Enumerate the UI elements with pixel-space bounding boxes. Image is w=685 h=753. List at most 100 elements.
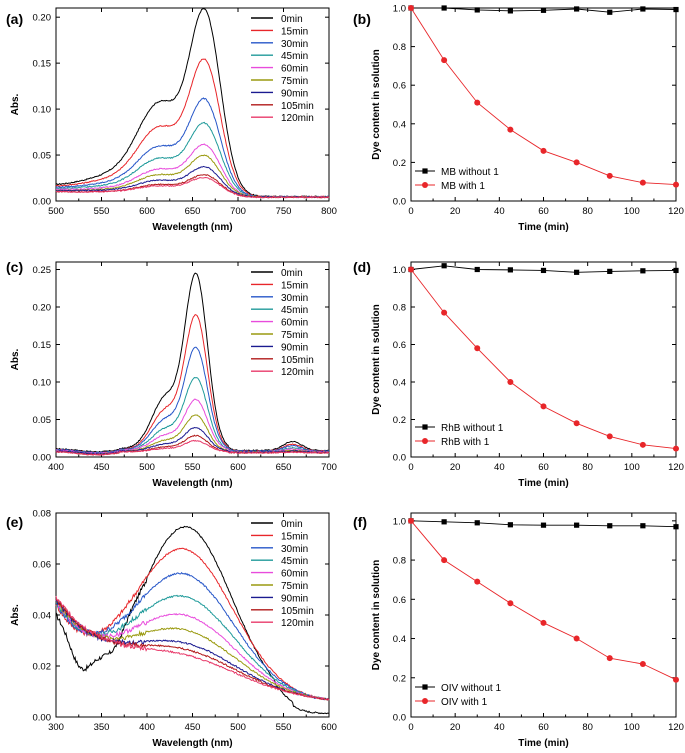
- panel-e-xtick-label: 400: [139, 722, 155, 733]
- panel-a-xtick-label: 500: [48, 206, 64, 217]
- legend-label-e-15min: 15min: [281, 531, 308, 542]
- series-line-b-1: [410, 7, 677, 186]
- panel-c-xtick-label: 700: [321, 462, 337, 473]
- panel-d-ylabel: Dye content in solution: [371, 304, 382, 415]
- data-point-circle-f-4: [540, 619, 547, 626]
- panel-c-xtick-label: 450: [94, 462, 110, 473]
- panel-e-ytick-label: 0.08: [33, 509, 52, 520]
- panel-d-ytick-label: 0.2: [393, 415, 406, 426]
- spectrum-line-e-75min: [55, 601, 330, 701]
- legend-label-c-15min: 15min: [281, 280, 308, 291]
- panel-c-xtick-label: 550: [185, 462, 201, 473]
- panel-b-ytick-label: 1.0: [393, 4, 406, 15]
- panel-f-xtick-label: 80: [582, 722, 593, 733]
- data-point-square-d-5: [574, 269, 580, 275]
- panel-d-xtick-label: 20: [450, 462, 461, 473]
- legend-label-f-1: OIV with 1: [441, 697, 488, 708]
- data-point-square-d-3: [507, 267, 513, 273]
- data-point-circle-d-0: [408, 266, 414, 273]
- panel-e-ytick-label: 0.00: [33, 713, 52, 724]
- panel-d-ytick-label: 0.4: [393, 378, 406, 389]
- panel-b-panel-label: (b): [353, 11, 371, 27]
- panel-c-xtick-label: 500: [139, 462, 155, 473]
- legend-label-e-120min: 120min: [281, 618, 314, 629]
- data-point-square-f-4: [540, 522, 547, 528]
- data-point-circle-b-8: [673, 181, 679, 188]
- panel-f-xlabel: Time (min): [518, 738, 568, 749]
- panel-f-xtick-label: 100: [624, 722, 640, 733]
- panel-a-xtick-label: 550: [94, 206, 110, 217]
- legend-label-e-60min: 60min: [281, 569, 308, 580]
- legend-label-e-0min: 0min: [281, 519, 303, 530]
- panel-b-xtick-label: 20: [450, 206, 461, 217]
- panel-d-xtick-label: 40: [494, 462, 505, 473]
- data-point-circle-f-6: [606, 655, 613, 662]
- legend-marker-f-1: [422, 698, 428, 704]
- legend-label-a-15min: 15min: [281, 26, 308, 37]
- data-point-circle-f-8: [673, 676, 679, 683]
- panel-b-xtick-label: 120: [668, 206, 684, 217]
- data-point-circle-b-2: [474, 99, 481, 106]
- data-point-square-b-8: [673, 6, 679, 13]
- data-point-square-d-2: [474, 266, 480, 273]
- panel-f-xtick-label: 20: [450, 722, 461, 733]
- legend-label-f-0: OIV without 1: [441, 683, 501, 694]
- panel-c-ytick-label: 0.05: [33, 415, 52, 426]
- panel-c-ytick-label: 0.20: [33, 303, 52, 314]
- panel-a-ytick-label: 0.15: [33, 59, 52, 70]
- data-point-square-f-7: [640, 523, 646, 529]
- data-point-circle-f-5: [573, 635, 580, 642]
- data-point-square-d-7: [640, 268, 646, 274]
- panel-c-xlabel: Wavelength (nm): [152, 478, 232, 489]
- panel-e-ylabel: Abs.: [10, 604, 21, 626]
- panel-e: 300 350 400 450 500 550 600 0.00 0.02 0.04 0.06 0.0…: [6, 509, 337, 750]
- panel-c-xtick-label: 600: [230, 462, 246, 473]
- panel-f-xtick-label: 60: [538, 722, 549, 733]
- legend-label-c-60min: 60min: [281, 318, 308, 329]
- data-point-square-b-4: [540, 7, 547, 13]
- legend-label-e-45min: 45min: [281, 556, 308, 567]
- panel-c-ytick-label: 0.10: [33, 378, 52, 389]
- panel-d-xtick-label: 60: [538, 462, 549, 473]
- data-point-circle-d-8: [673, 445, 679, 452]
- data-point-square-f-3: [507, 522, 513, 528]
- panel-a-xtick-label: 650: [185, 206, 201, 217]
- data-point-square-d-6: [607, 268, 613, 274]
- data-point-square-b-5: [574, 6, 580, 12]
- panel-e-xtick-label: 600: [321, 722, 337, 733]
- panel-b-xtick-label: 60: [538, 206, 549, 217]
- data-point-circle-d-7: [639, 441, 646, 448]
- data-point-circle-b-4: [540, 147, 547, 154]
- legend-marker-b-0: [422, 168, 428, 174]
- panel-a-xlabel: Wavelength (nm): [152, 222, 232, 233]
- panel-d-ytick-label: 0.6: [393, 340, 406, 351]
- legend-label-c-30min: 30min: [281, 293, 308, 304]
- panel-a-ytick-label: 0.10: [33, 105, 52, 116]
- panel-b-ytick-label: 0.0: [393, 197, 406, 208]
- legend-label-e-75min: 75min: [281, 581, 308, 592]
- legend-label-a-90min: 90min: [281, 88, 308, 99]
- legend-label-b-1: MB with 1: [441, 181, 485, 192]
- spectrum-line-e-0min: [55, 525, 330, 715]
- legend-label-a-120min: 120min: [281, 113, 314, 124]
- panel-a-xtick-label: 600: [139, 206, 155, 217]
- panel-f-ytick-label: 0.0: [393, 713, 406, 724]
- panel-a-ytick-label: 0.05: [33, 151, 52, 162]
- panel-a: 500 550 600 650 700 750 800 0.00 0.05 0.10 0.15 0.2…: [6, 7, 337, 233]
- legend-label-a-105min: 105min: [281, 101, 314, 112]
- data-point-square-b-3: [507, 8, 513, 14]
- data-point-circle-b-3: [507, 126, 514, 133]
- data-point-square-f-1: [441, 519, 447, 525]
- series-line-f-1: [410, 520, 677, 681]
- panel-d-xtick-label: 80: [582, 462, 593, 473]
- legend-label-a-0min: 0min: [281, 14, 303, 25]
- panel-b-ytick-label: 0.4: [393, 119, 406, 130]
- legend-label-c-75min: 75min: [281, 330, 308, 341]
- panel-c-ytick-label: 0.00: [33, 453, 52, 464]
- data-point-circle-b-0: [408, 5, 414, 11]
- data-point-circle-f-1: [441, 557, 448, 564]
- data-point-circle-d-4: [540, 403, 547, 410]
- panel-c-xtick-label: 650: [276, 462, 292, 473]
- data-point-circle-b-1: [441, 57, 448, 64]
